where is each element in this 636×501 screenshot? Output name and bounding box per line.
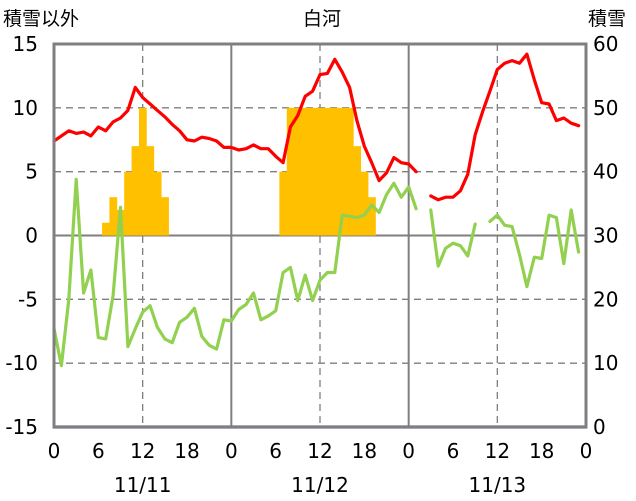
x-tick-label: 6 (92, 439, 105, 463)
bar (345, 107, 354, 236)
x-tick-label: 18 (174, 439, 199, 463)
bar (109, 197, 118, 236)
bar (279, 171, 288, 236)
bar (316, 107, 325, 236)
right-tick-label: 30 (593, 224, 618, 248)
right-tick-label: 20 (593, 287, 618, 311)
bar (131, 146, 140, 236)
right-axis-label: 積雪 (588, 8, 626, 30)
bar-series (102, 107, 376, 236)
series-line (488, 208, 581, 289)
x-tick-label: 12 (485, 439, 510, 463)
series-line (52, 57, 418, 183)
bar (153, 171, 162, 236)
day-label: 11/13 (469, 473, 527, 497)
right-tick-label: 60 (593, 32, 618, 56)
x-tick-label: 6 (447, 439, 460, 463)
left-tick-label: -5 (18, 287, 38, 311)
right-tick-label: 50 (593, 96, 618, 120)
x-tick-label: 6 (269, 439, 282, 463)
bar (360, 171, 369, 236)
series-line (429, 208, 477, 268)
right-tick-label: 10 (593, 351, 618, 375)
bar (301, 107, 310, 236)
bar (294, 107, 302, 236)
series-line (429, 52, 581, 202)
left-tick-label: 10 (13, 96, 38, 120)
bar (368, 197, 376, 236)
x-tick-label: 0 (48, 439, 61, 463)
plot-frame (52, 42, 588, 429)
left-axis-label: 積雪以外 (3, 8, 79, 30)
bar (102, 222, 110, 236)
bar (138, 107, 147, 236)
bar (353, 146, 362, 236)
x-tick-label: 0 (225, 439, 238, 463)
x-tick-label: 0 (402, 439, 415, 463)
bar (323, 107, 332, 236)
x-tick-label: 12 (307, 439, 332, 463)
left-tick-label: 15 (13, 32, 38, 56)
x-tick-label: 18 (352, 439, 377, 463)
bar (308, 107, 317, 236)
day-label: 11/12 (291, 473, 349, 497)
bar (338, 107, 347, 236)
left-tick-label: 5 (25, 160, 38, 184)
series-line (52, 177, 418, 368)
bar (161, 197, 169, 236)
x-tick-label: 18 (529, 439, 554, 463)
right-tick-label: 0 (593, 415, 606, 439)
day-label: 11/11 (114, 473, 172, 497)
bar (146, 146, 155, 236)
chart-title: 白河 (303, 8, 341, 30)
left-tick-label: -15 (5, 415, 38, 439)
bar (286, 107, 295, 236)
x-tick-label: 0 (580, 439, 593, 463)
right-tick-label: 40 (593, 160, 618, 184)
left-tick-label: -10 (5, 351, 38, 375)
x-tick-label: 12 (130, 439, 155, 463)
left-tick-label: 0 (25, 224, 38, 248)
bar (124, 171, 132, 236)
bar (331, 107, 339, 236)
